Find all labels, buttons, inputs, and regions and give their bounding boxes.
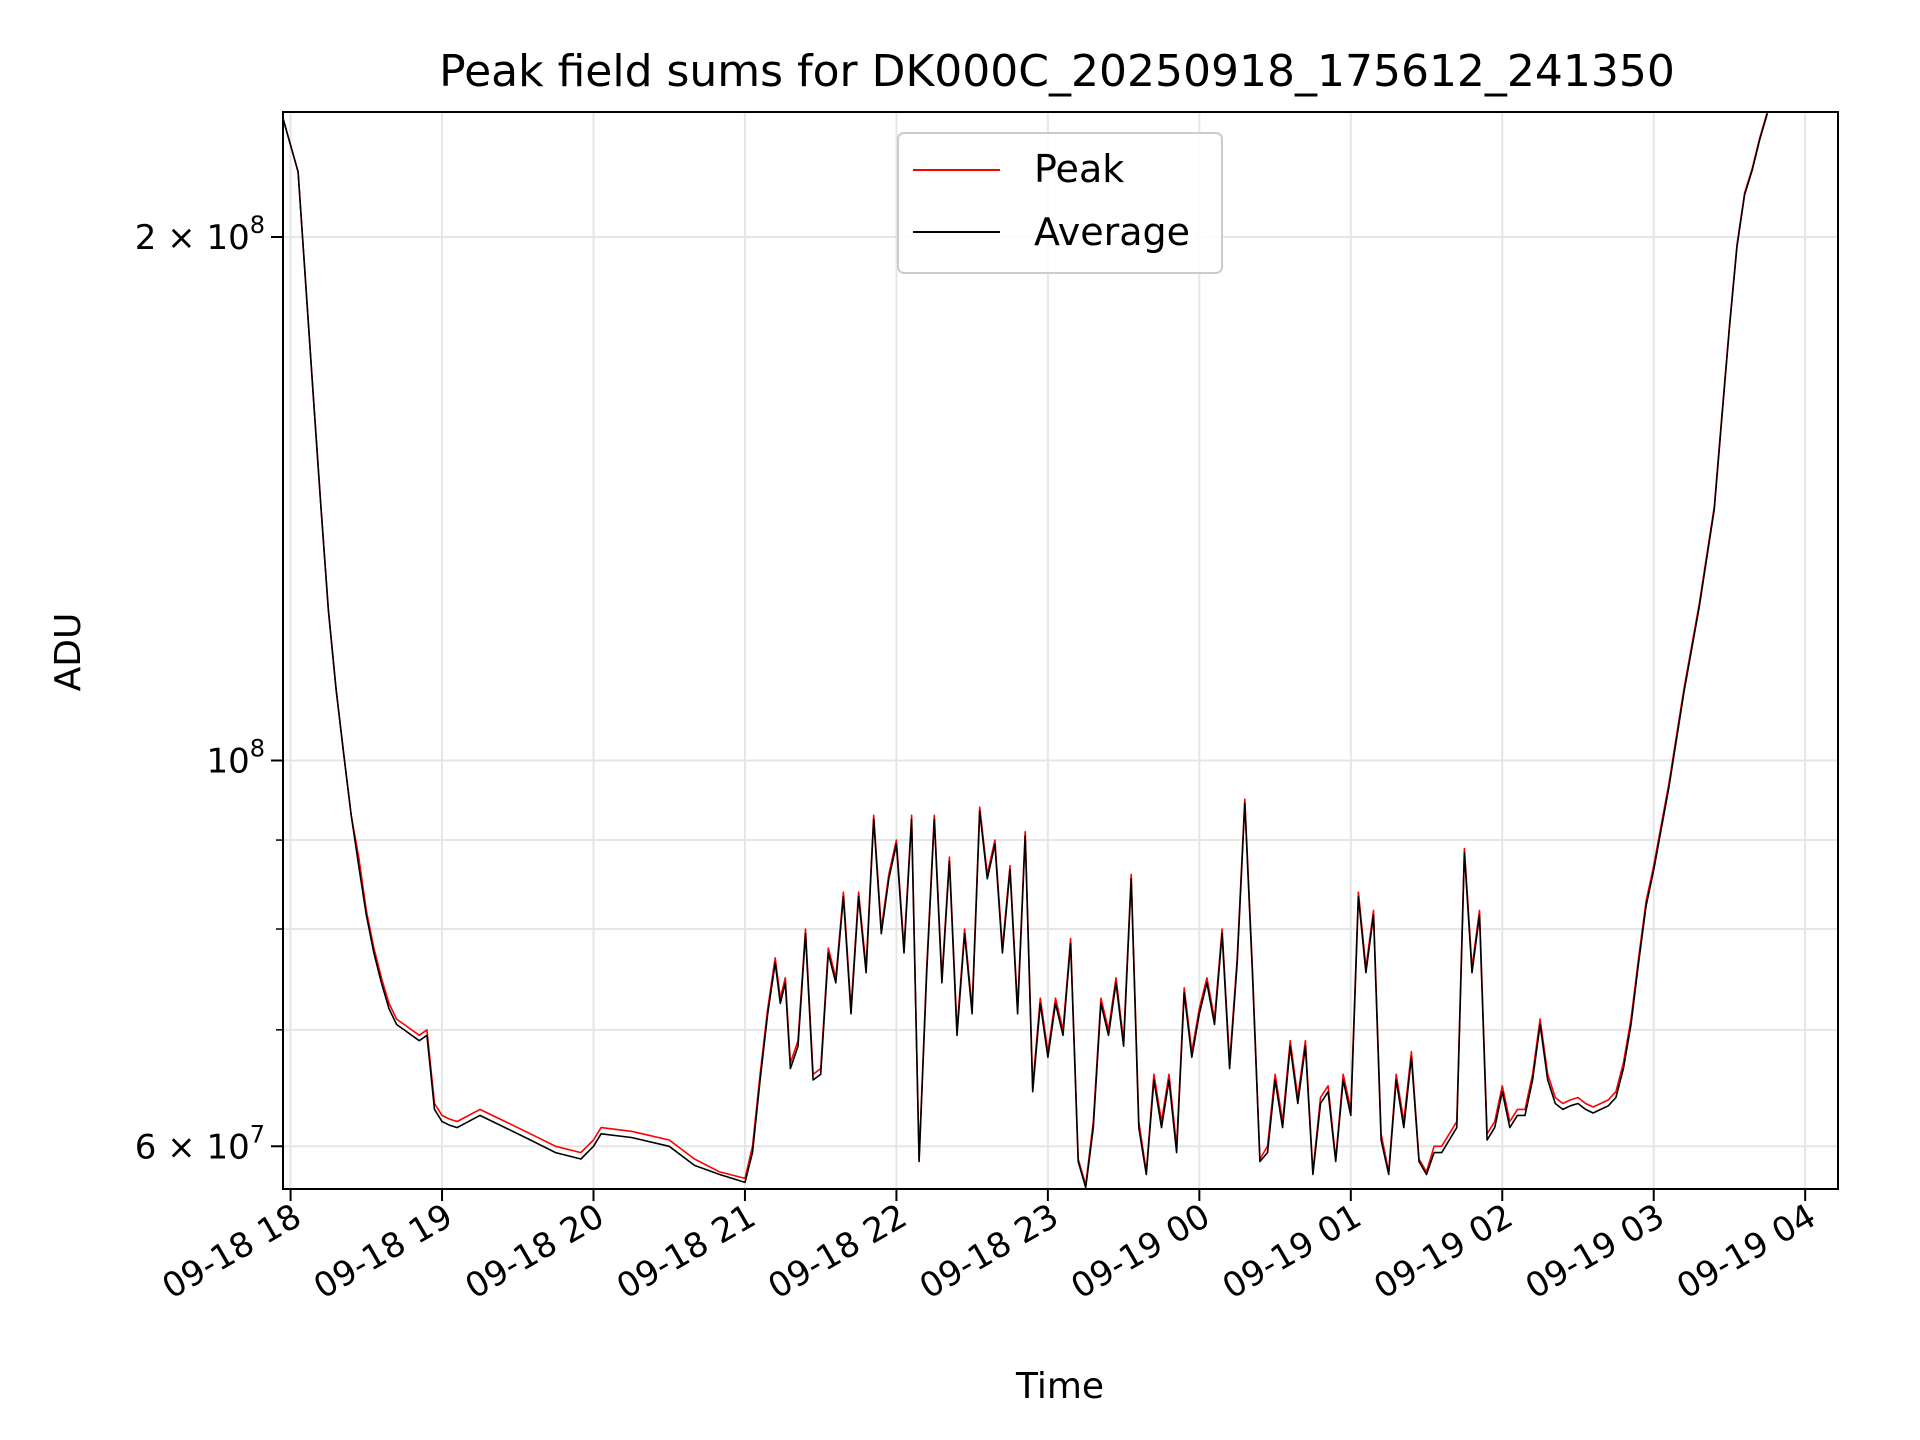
y-axis-label: ADU [48, 613, 89, 692]
series-line-average [282, 113, 1769, 1189]
y-tick-label: 6 × 107 [135, 1120, 265, 1167]
plot-area [282, 111, 1769, 1189]
y-tick-label: 2 × 108 [135, 211, 265, 258]
y-tick-label: 108 [206, 734, 265, 781]
axes-frame [282, 111, 1839, 1190]
chart-title: Peak field sums for DK000C_20250918_1756… [439, 46, 1675, 97]
legend-label-average: Average [1034, 210, 1190, 254]
legend: Peak Average [897, 132, 1223, 274]
legend-box [897, 132, 1223, 274]
x-axis-label: Time [1015, 1366, 1104, 1407]
legend-label-peak: Peak [1034, 147, 1124, 191]
